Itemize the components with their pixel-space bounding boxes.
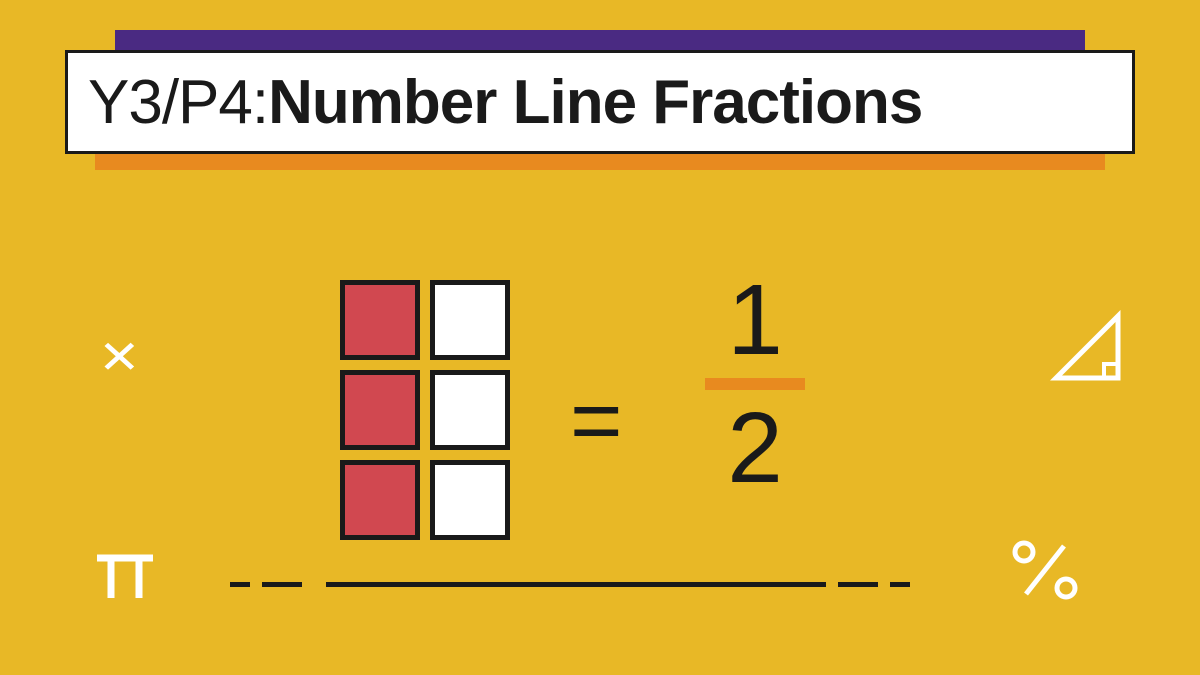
diagram-underline [230, 580, 910, 588]
grid-cell [430, 370, 510, 450]
title-box: Y3/P4: Number Line Fractions [65, 50, 1135, 154]
infographic-canvas: Y3/P4: Number Line Fractions = 1 2 ✕ [0, 0, 1200, 675]
grid-cell [340, 370, 420, 450]
equals-sign: = [570, 370, 623, 473]
percent-icon [1010, 540, 1080, 600]
fraction-denominator: 2 [727, 398, 783, 498]
grid-cell [340, 280, 420, 360]
grid-cell [430, 460, 510, 540]
title-block: Y3/P4: Number Line Fractions [65, 30, 1135, 170]
grid-cell [430, 280, 510, 360]
multiply-icon: ✕ [98, 330, 140, 384]
fraction-numerator: 1 [727, 270, 783, 370]
grid-cell [340, 460, 420, 540]
fraction-bar [705, 378, 805, 390]
pi-icon [95, 550, 155, 600]
right-triangle-icon [1050, 310, 1125, 385]
fraction-grid [340, 280, 510, 540]
title-prefix: Y3/P4: [88, 67, 268, 138]
title-main: Number Line Fractions [268, 67, 922, 138]
fraction-display: 1 2 [700, 270, 810, 498]
